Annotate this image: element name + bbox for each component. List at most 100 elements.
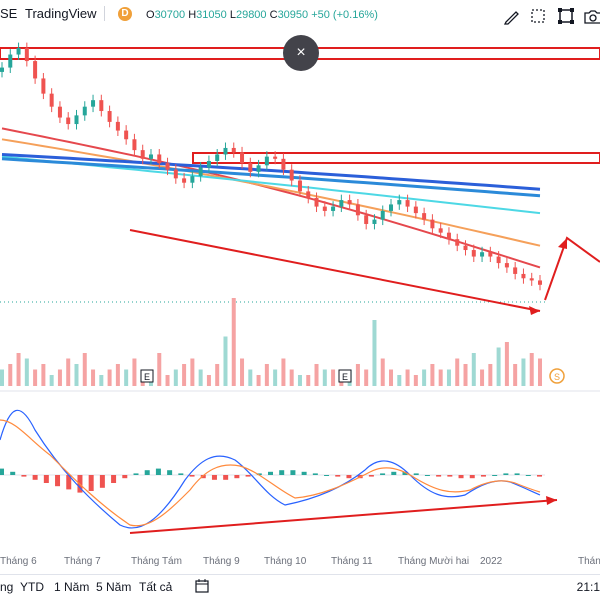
range-button-5y[interactable]: 5 Năm — [96, 580, 132, 594]
candle-body — [521, 273, 526, 279]
macd-bar — [424, 475, 430, 476]
candle-body — [140, 150, 145, 159]
candle-body — [8, 54, 13, 68]
volume-bar — [314, 364, 319, 386]
candle-body — [57, 106, 62, 118]
symbol-label[interactable]: SE — [0, 6, 18, 21]
volume-bar — [16, 353, 21, 386]
candle-body — [49, 93, 54, 107]
header-divider — [104, 6, 105, 21]
candle-body — [273, 156, 278, 159]
earnings-marker-1[interactable] — [140, 369, 154, 383]
forecast-path[interactable] — [544, 236, 600, 301]
volume-bar — [49, 375, 54, 386]
volume-bar — [306, 375, 311, 386]
volume-bar — [41, 364, 46, 386]
volume-bar — [331, 369, 336, 386]
macd-bar — [368, 475, 374, 477]
select-icon[interactable] — [526, 4, 550, 28]
candle-body — [74, 115, 79, 125]
resistance-zone-mid[interactable] — [192, 152, 600, 164]
candle-body — [264, 156, 269, 166]
candle-body — [488, 252, 493, 257]
range-button-all[interactable]: Tất cả — [139, 580, 173, 594]
macd-bar — [324, 475, 330, 476]
macd-histogram — [0, 468, 542, 493]
volume-bar — [132, 358, 137, 386]
macd-bar — [335, 475, 341, 477]
calendar-icon[interactable] — [195, 579, 209, 593]
volume-bar — [538, 358, 542, 386]
candle-body — [397, 200, 402, 205]
macd-bar — [55, 475, 61, 487]
volume-bar — [74, 364, 79, 386]
volume-bar — [107, 369, 112, 386]
macd-bar — [301, 471, 307, 475]
candle-body — [389, 204, 394, 211]
trendline-arrowhead — [529, 306, 540, 315]
candle-body — [99, 100, 104, 112]
earnings-marker-2[interactable] — [338, 369, 352, 383]
volume-bar — [322, 369, 327, 386]
trendline-lower[interactable] — [129, 229, 541, 312]
macd-bar — [256, 473, 262, 475]
macd-bar — [346, 475, 352, 479]
macd-bar — [525, 475, 531, 476]
range-button-1y[interactable]: 1 Năm — [54, 580, 90, 594]
ohlc-readout: O30700 H31050 L29800 C30950 +50 (+0.16%) — [146, 9, 378, 21]
candle-body — [16, 48, 21, 55]
x-label-4: Tháng 10 — [264, 556, 307, 567]
macd-bar — [144, 470, 150, 475]
volume-bar — [91, 369, 96, 386]
macd-bar — [514, 473, 520, 475]
x-label-3: Tháng 9 — [203, 556, 240, 567]
ohlc-high-label: H — [188, 9, 197, 21]
macd-bar — [380, 473, 386, 475]
draw-icon[interactable] — [500, 4, 524, 28]
camera-icon[interactable] — [580, 4, 600, 28]
candle-body — [529, 278, 534, 281]
volume-bars — [0, 298, 542, 386]
interval-badge[interactable]: D — [118, 7, 132, 21]
candle-body — [157, 154, 162, 164]
candle-body — [0, 67, 4, 72]
candle-body — [223, 147, 228, 155]
volume-bar — [413, 375, 418, 386]
macd-bar — [122, 475, 128, 479]
ohlc-open-label: O — [146, 9, 155, 21]
macd-bar — [503, 473, 509, 475]
fullscreen-icon[interactable] — [554, 4, 578, 28]
macd-bar — [223, 475, 229, 480]
x-label-7: 2022 — [480, 556, 503, 567]
volume-bar — [190, 358, 195, 386]
candle-body — [215, 154, 220, 161]
macd-bar — [234, 475, 240, 479]
macd-bar — [469, 475, 475, 479]
dividend-marker[interactable] — [549, 368, 565, 384]
volume-bar — [215, 364, 220, 386]
macd-bar — [447, 475, 453, 477]
macd-bar — [0, 468, 4, 475]
price-chart[interactable]: E E S — [0, 28, 600, 574]
candle-body — [372, 219, 377, 224]
candle-body — [132, 139, 137, 151]
candle-body — [173, 169, 178, 179]
moving-averages — [1, 127, 541, 269]
x-label-0: Tháng 6 — [0, 556, 37, 567]
candle-body — [256, 165, 261, 172]
range-button-prev[interactable]: ng — [0, 580, 14, 594]
candle-body — [91, 100, 96, 107]
ohlc-open-value: 30700 — [154, 9, 186, 21]
volume-bar — [405, 369, 410, 386]
close-icon[interactable]: × — [283, 35, 319, 71]
range-button-ytd[interactable]: YTD — [20, 580, 44, 594]
volume-bar — [297, 375, 302, 386]
volume-bar — [463, 364, 468, 386]
candle-body — [364, 215, 369, 224]
volume-bar — [281, 358, 286, 386]
trendline-macd[interactable] — [129, 499, 558, 534]
candle-body — [347, 200, 352, 205]
ohlc-low-label: L — [229, 9, 236, 21]
volume-bar — [264, 364, 269, 386]
volume-bar — [223, 336, 228, 386]
